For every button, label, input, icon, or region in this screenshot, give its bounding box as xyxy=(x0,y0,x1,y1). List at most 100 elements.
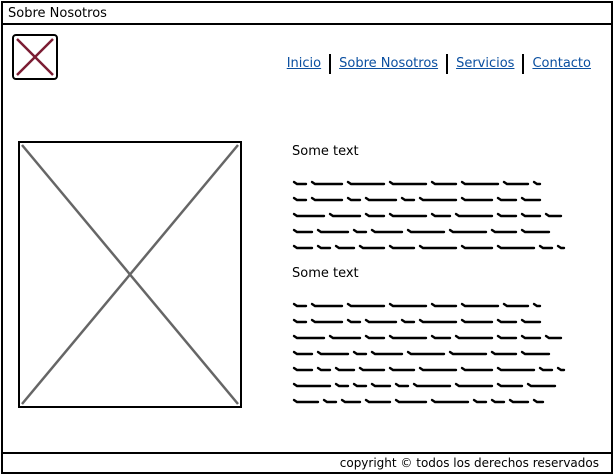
scribble-word xyxy=(520,212,542,218)
scribble-word xyxy=(520,318,542,324)
scribble-word xyxy=(556,244,566,250)
scribble-word xyxy=(430,212,452,218)
scribble-word xyxy=(406,228,446,234)
scribble-word xyxy=(388,366,416,372)
scribble-word xyxy=(364,398,392,404)
scribble-word xyxy=(346,196,362,202)
nav-link-servicios[interactable]: Servicios xyxy=(456,56,515,71)
scribble-word xyxy=(526,382,557,388)
nav-divider xyxy=(446,54,449,74)
scribble-word xyxy=(538,366,554,372)
scribble-word xyxy=(352,382,368,388)
scribble-word xyxy=(520,196,542,202)
scribble-word xyxy=(334,366,356,372)
scribble-word xyxy=(418,366,458,372)
scribble-word xyxy=(310,180,344,186)
nav-link-inicio[interactable]: Inicio xyxy=(286,56,322,71)
scribble-word xyxy=(370,350,404,356)
scribble-word xyxy=(460,196,494,202)
image-placeholder-icon xyxy=(21,144,239,405)
scribble-word xyxy=(418,244,458,250)
scribble-word xyxy=(292,382,332,388)
scribble-word xyxy=(310,318,344,324)
scribble-word xyxy=(460,366,494,372)
scribble-word xyxy=(520,334,542,340)
scribble-word xyxy=(352,350,368,356)
scribble-word xyxy=(358,366,386,372)
section-heading: Some text xyxy=(292,144,359,159)
scribble-word xyxy=(364,212,386,218)
scribble-word xyxy=(490,228,518,234)
scribble-word xyxy=(460,244,494,250)
scribble-word xyxy=(310,302,344,308)
scribble-word xyxy=(502,180,530,186)
placeholder-text-scribble xyxy=(292,302,566,404)
section-heading: Some text xyxy=(292,266,359,281)
placeholder-text-scribble xyxy=(292,180,566,250)
scribble-word xyxy=(496,382,524,388)
logo[interactable] xyxy=(12,34,58,80)
scribble-word xyxy=(292,228,314,234)
scribble-word xyxy=(316,244,332,250)
scribble-word xyxy=(496,366,536,372)
scribble-word xyxy=(292,180,308,186)
scribble-word xyxy=(370,382,392,388)
scribble-word xyxy=(454,382,494,388)
copyright-text: copyright © todos los derechos reservado… xyxy=(339,456,599,470)
scribble-word xyxy=(532,180,542,186)
scribble-word xyxy=(346,180,386,186)
scribble-word xyxy=(496,212,518,218)
scribble-word xyxy=(490,398,506,404)
scribble-word xyxy=(538,244,554,250)
scribble-word xyxy=(340,398,362,404)
scribble-word xyxy=(316,366,332,372)
scribble-word xyxy=(412,382,452,388)
scribble-word xyxy=(388,302,428,308)
scribble-word xyxy=(544,334,563,340)
scribble-word xyxy=(502,302,530,308)
scribble-word xyxy=(388,244,416,250)
scribble-word xyxy=(508,398,530,404)
scribble-word xyxy=(418,318,458,324)
scribble-word xyxy=(310,196,344,202)
scribble-word xyxy=(448,228,488,234)
scribble-word xyxy=(370,228,404,234)
scribble-word xyxy=(292,334,326,340)
scribble-word xyxy=(544,212,563,218)
scribble-word xyxy=(316,228,350,234)
scribble-word xyxy=(460,302,500,308)
scribble-word xyxy=(454,334,494,340)
scribble-word xyxy=(322,398,338,404)
scribble-word xyxy=(520,350,551,356)
nav-link-contacto[interactable]: Contacto xyxy=(532,56,591,71)
scribble-word xyxy=(292,212,326,218)
nav-divider xyxy=(329,54,332,74)
scribble-word xyxy=(316,350,350,356)
scribble-word xyxy=(430,398,470,404)
scribble-word xyxy=(292,196,308,202)
scribble-word xyxy=(460,180,500,186)
title-bar: Sobre Nosotros xyxy=(3,3,611,25)
scribble-word xyxy=(448,350,488,356)
scribble-word xyxy=(490,350,518,356)
scribble-word xyxy=(418,196,458,202)
scribble-word xyxy=(556,366,566,372)
main-nav: Inicio Sobre Nosotros Servicios Contacto xyxy=(279,53,599,75)
scribble-word xyxy=(454,212,494,218)
scribble-word xyxy=(328,212,362,218)
nav-divider xyxy=(522,54,525,74)
scribble-word xyxy=(334,382,350,388)
scribble-word xyxy=(388,212,428,218)
scribble-word xyxy=(292,318,308,324)
scribble-word xyxy=(394,398,428,404)
scribble-word xyxy=(292,244,314,250)
scribble-word xyxy=(394,382,410,388)
scribble-word xyxy=(346,318,362,324)
nav-link-sobre-nosotros[interactable]: Sobre Nosotros xyxy=(339,56,439,71)
scribble-word xyxy=(292,398,320,404)
scribble-word xyxy=(292,350,314,356)
scribble-word xyxy=(496,334,518,340)
text-section-2: Some text xyxy=(292,266,582,408)
scribble-word xyxy=(496,196,518,202)
